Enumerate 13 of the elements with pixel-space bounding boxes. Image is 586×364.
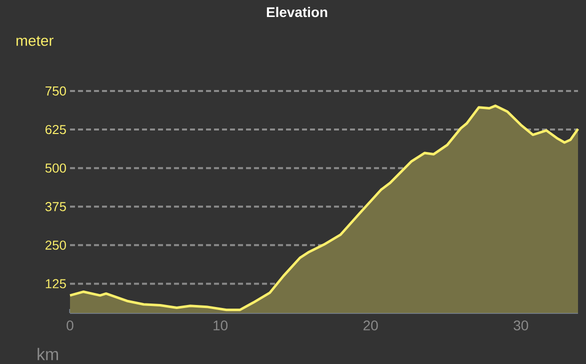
y-tick-label: 250 [46,240,66,250]
x-tick-label: 10 [214,320,228,330]
y-tick-label: 625 [46,124,66,134]
y-axis-title: meter [16,36,54,46]
y-tick-label: 500 [45,163,66,173]
chart-title: Elevation [266,6,328,18]
x-tick-label: 0 [66,320,74,330]
y-tick-label: 125 [46,279,66,288]
y-tick-label: 375 [45,202,66,212]
y-tick-label: 750 [46,86,66,96]
x-tick-label: 20 [364,320,378,330]
x-axis-title: km [38,348,58,360]
x-tick-label: 30 [514,320,528,330]
